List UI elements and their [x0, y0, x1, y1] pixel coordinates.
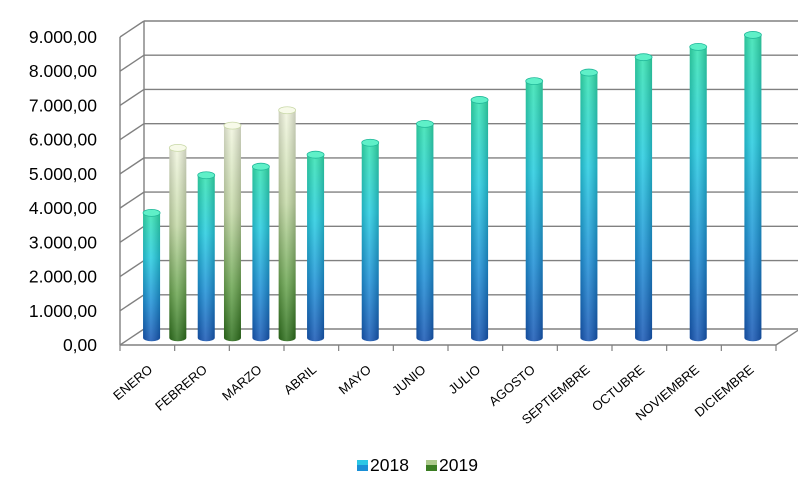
bar-2018-febrero — [197, 171, 216, 342]
bar-2018-octubre — [634, 53, 653, 342]
gridline-side — [119, 225, 145, 243]
gridline-side — [119, 157, 145, 175]
bar-2018-diciembre — [744, 31, 762, 342]
legend-swatch — [426, 460, 437, 471]
x-tick-label: MARZO — [219, 362, 265, 404]
x-tick-label: ENERO — [110, 362, 155, 403]
x-tick-label: AGOSTO — [486, 362, 538, 409]
bar-2018-mayo — [361, 138, 380, 342]
gridline-side — [119, 191, 145, 209]
gridline-side — [119, 54, 145, 72]
gridline-side — [119, 294, 145, 312]
bar-2018-enero — [142, 208, 161, 342]
y-tick-label: 5.000,00 — [29, 164, 97, 184]
bar-2018-abril — [306, 150, 325, 342]
y-tick-label: 3.000,00 — [29, 232, 97, 252]
bar-2018-septiembre — [580, 68, 598, 342]
gridline-side — [119, 123, 145, 141]
x-tick-label: JUNIO — [389, 362, 429, 399]
floor-right-edge — [775, 329, 798, 346]
legend-label: 2018 — [370, 455, 409, 473]
y-tick-label: 9.000,00 — [29, 27, 97, 47]
y-tick-label: 4.000,00 — [29, 198, 97, 218]
bar-2018-marzo — [252, 162, 270, 342]
bars — [142, 31, 762, 342]
legend-item-2018: 2018 — [357, 455, 409, 475]
bar-2019-marzo — [278, 106, 297, 342]
gridline-side — [119, 20, 145, 38]
y-axis-tick-labels: 0,00 1.000,00 2.000,00 3.000,00 4.000,00 5.00… — [29, 27, 97, 355]
x-tick-label: MAYO — [336, 362, 374, 397]
x-tick-label: JULIO — [445, 362, 483, 397]
y-tick-label: 6.000,00 — [29, 130, 97, 150]
bar-2018-julio — [470, 96, 489, 342]
bar-2019-febrero — [223, 121, 242, 342]
y-tick-label: 0,00 — [63, 335, 97, 355]
gridline-side — [119, 328, 145, 346]
y-tick-label: 8.000,00 — [29, 61, 97, 81]
x-tick-label: DICIEMBRE — [692, 362, 757, 420]
bar-2018-junio — [416, 120, 434, 342]
legend-label: 2019 — [439, 455, 478, 473]
x-tick-label: ABRIL — [281, 362, 319, 398]
bar-2019-enero — [168, 143, 187, 342]
y-tick-label: 7.000,00 — [29, 95, 97, 115]
legend-swatch — [357, 460, 368, 471]
y-tick-label: 2.000,00 — [29, 267, 97, 287]
bar-2018-agosto — [525, 77, 544, 342]
gridline-side — [119, 259, 145, 278]
legend-item-2019: 2019 — [426, 455, 478, 475]
x-tick-label: FEBRERO — [152, 362, 210, 414]
legend: 2018 2019 — [357, 455, 478, 475]
bar-2018-noviembre — [689, 43, 708, 342]
y-tick-label: 1.000,00 — [29, 301, 97, 321]
gridline-side — [119, 88, 145, 107]
